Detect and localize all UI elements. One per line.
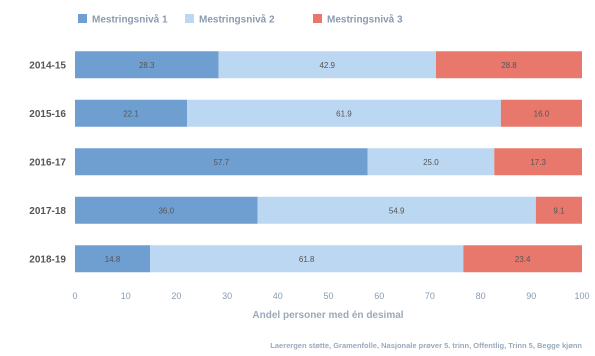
x-tick-20: 20 bbox=[171, 291, 181, 301]
bar-2017-18-series-1 bbox=[75, 196, 258, 224]
data-label-2017-18-series-1: 36.0 bbox=[158, 206, 174, 215]
x-tick-30: 30 bbox=[222, 291, 232, 301]
data-label-2016-17-series-3: 17.3 bbox=[530, 158, 546, 167]
x-tick-90: 90 bbox=[526, 291, 536, 301]
x-tick-60: 60 bbox=[374, 291, 384, 301]
legend-label-1: Mestringsnivå 1 bbox=[92, 14, 168, 26]
x-tick-40: 40 bbox=[273, 291, 283, 301]
legend-swatch-1 bbox=[78, 14, 87, 23]
source-note: Laerergen støtte, Gramenfolle, Nasjonale… bbox=[270, 341, 582, 350]
data-label-2015-16-series-2: 61.9 bbox=[336, 109, 352, 118]
bar-2015-16-series-3 bbox=[500, 99, 582, 127]
bar-2018-19-series-1 bbox=[75, 245, 151, 273]
data-label-2017-18-series-3: 9.1 bbox=[553, 206, 565, 215]
category-labels: 2014-15 2015-16 2016-17 2017-18 2018-19 bbox=[29, 60, 66, 265]
data-label-2016-17-series-2: 25.0 bbox=[423, 158, 439, 167]
data-label-2018-19-series-2: 61.8 bbox=[299, 255, 315, 264]
bar-2018-19-series-2 bbox=[150, 245, 464, 273]
x-tick-70: 70 bbox=[425, 291, 435, 301]
x-tick-80: 80 bbox=[476, 291, 486, 301]
category-label-2015-16: 2015-16 bbox=[29, 109, 66, 120]
data-label-2014-15-series-1: 28.3 bbox=[139, 61, 155, 70]
bar-2014-15-series-2 bbox=[218, 51, 436, 79]
legend-swatch-2 bbox=[185, 14, 194, 23]
bar-2015-16-series-1 bbox=[75, 99, 188, 127]
bar-2017-18-series-2 bbox=[257, 196, 536, 224]
bars: 28.3 42.9 28.8 22.1 61.9 16.0 57.7 25.0 17.3 36.0… bbox=[75, 51, 582, 273]
data-label-2015-16-series-3: 16.0 bbox=[534, 109, 550, 118]
bar-2016-17-series-1 bbox=[75, 148, 368, 176]
data-label-2016-17-series-1: 57.7 bbox=[213, 158, 229, 167]
bar-2015-16-series-2 bbox=[187, 99, 501, 127]
x-tick-10: 10 bbox=[121, 291, 131, 301]
x-tick-50: 50 bbox=[323, 291, 333, 301]
category-label-2018-19: 2018-19 bbox=[29, 254, 66, 265]
bar-2016-17-series-3 bbox=[494, 148, 582, 176]
legend-label-3: Mestringsnivå 3 bbox=[327, 14, 403, 26]
legend-label-2: Mestringsnivå 2 bbox=[199, 14, 275, 26]
bar-2014-15-series-3 bbox=[435, 51, 582, 79]
category-label-2016-17: 2016-17 bbox=[29, 157, 66, 168]
x-axis-ticks: 0 10 20 30 40 50 60 70 80 90 100 bbox=[72, 291, 589, 301]
bar-2014-15-series-1 bbox=[75, 51, 219, 79]
data-label-2014-15-series-3: 28.8 bbox=[501, 61, 517, 70]
x-tick-0: 0 bbox=[72, 291, 77, 301]
legend: Mestringsnivå 1 Mestringsnivå 2 Mestringsn… bbox=[78, 14, 403, 26]
category-label-2014-15: 2014-15 bbox=[29, 60, 66, 71]
bar-2016-17-series-2 bbox=[367, 148, 495, 176]
data-label-2017-18-series-2: 54.9 bbox=[389, 206, 405, 215]
data-label-2014-15-series-2: 42.9 bbox=[319, 61, 335, 70]
bar-2018-19-series-3 bbox=[463, 245, 582, 273]
x-axis-title: Andel personer med én desimal bbox=[252, 310, 403, 321]
data-label-2015-16-series-1: 22.1 bbox=[123, 109, 139, 118]
legend-swatch-3 bbox=[313, 14, 322, 23]
bar-2017-18-series-3 bbox=[535, 196, 582, 224]
data-label-2018-19-series-1: 14.8 bbox=[105, 255, 121, 264]
x-tick-100: 100 bbox=[574, 291, 589, 301]
category-label-2017-18: 2017-18 bbox=[29, 206, 66, 217]
data-label-2018-19-series-3: 23.4 bbox=[515, 255, 531, 264]
